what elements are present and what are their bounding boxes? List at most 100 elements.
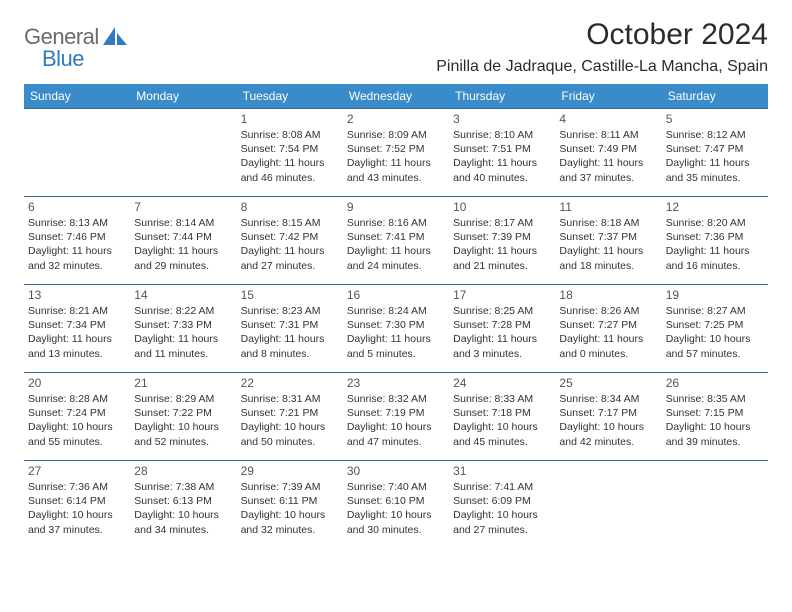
- day-number: 19: [666, 288, 764, 302]
- daylight-text: and 29 minutes.: [134, 259, 232, 273]
- daylight-text: and 39 minutes.: [666, 435, 764, 449]
- calendar-cell: 17Sunrise: 8:25 AMSunset: 7:28 PMDayligh…: [449, 285, 555, 373]
- calendar-cell: 28Sunrise: 7:38 AMSunset: 6:13 PMDayligh…: [130, 461, 236, 549]
- calendar-cell: 23Sunrise: 8:32 AMSunset: 7:19 PMDayligh…: [343, 373, 449, 461]
- daylight-text: Daylight: 10 hours: [666, 420, 764, 434]
- calendar-week-row: 13Sunrise: 8:21 AMSunset: 7:34 PMDayligh…: [24, 285, 768, 373]
- day-number: 3: [453, 112, 551, 126]
- daylight-text: and 0 minutes.: [559, 347, 657, 361]
- daylight-text: Daylight: 11 hours: [559, 332, 657, 346]
- daylight-text: and 3 minutes.: [453, 347, 551, 361]
- calendar-cell: 1Sunrise: 8:08 AMSunset: 7:54 PMDaylight…: [237, 109, 343, 197]
- sunrise-text: Sunrise: 8:10 AM: [453, 128, 551, 142]
- calendar-cell: 31Sunrise: 7:41 AMSunset: 6:09 PMDayligh…: [449, 461, 555, 549]
- sunset-text: Sunset: 6:14 PM: [28, 494, 126, 508]
- day-number: 13: [28, 288, 126, 302]
- day-number: 11: [559, 200, 657, 214]
- day-number: 23: [347, 376, 445, 390]
- sunrise-text: Sunrise: 8:23 AM: [241, 304, 339, 318]
- sunset-text: Sunset: 7:30 PM: [347, 318, 445, 332]
- sunset-text: Sunset: 7:47 PM: [666, 142, 764, 156]
- daylight-text: and 32 minutes.: [241, 523, 339, 537]
- day-number: 16: [347, 288, 445, 302]
- calendar-cell: 20Sunrise: 8:28 AMSunset: 7:24 PMDayligh…: [24, 373, 130, 461]
- daylight-text: Daylight: 11 hours: [666, 244, 764, 258]
- day-number: 1: [241, 112, 339, 126]
- sunrise-text: Sunrise: 8:18 AM: [559, 216, 657, 230]
- sunset-text: Sunset: 7:36 PM: [666, 230, 764, 244]
- day-number: 2: [347, 112, 445, 126]
- day-number: 26: [666, 376, 764, 390]
- daylight-text: and 50 minutes.: [241, 435, 339, 449]
- title-block: October 2024 Pinilla de Jadraque, Castil…: [436, 18, 768, 76]
- sunrise-text: Sunrise: 7:40 AM: [347, 480, 445, 494]
- day-number: 10: [453, 200, 551, 214]
- sunrise-text: Sunrise: 7:38 AM: [134, 480, 232, 494]
- calendar-cell: 8Sunrise: 8:15 AMSunset: 7:42 PMDaylight…: [237, 197, 343, 285]
- daylight-text: and 40 minutes.: [453, 171, 551, 185]
- calendar-cell: 10Sunrise: 8:17 AMSunset: 7:39 PMDayligh…: [449, 197, 555, 285]
- sunset-text: Sunset: 7:18 PM: [453, 406, 551, 420]
- day-number: 29: [241, 464, 339, 478]
- sunset-text: Sunset: 6:09 PM: [453, 494, 551, 508]
- daylight-text: Daylight: 11 hours: [134, 332, 232, 346]
- weekday-header: Wednesday: [343, 84, 449, 109]
- day-number: 6: [28, 200, 126, 214]
- sunset-text: Sunset: 7:27 PM: [559, 318, 657, 332]
- daylight-text: Daylight: 10 hours: [347, 508, 445, 522]
- sunset-text: Sunset: 6:11 PM: [241, 494, 339, 508]
- sunrise-text: Sunrise: 8:08 AM: [241, 128, 339, 142]
- day-number: 17: [453, 288, 551, 302]
- sunrise-text: Sunrise: 8:09 AM: [347, 128, 445, 142]
- day-number: 25: [559, 376, 657, 390]
- daylight-text: Daylight: 11 hours: [241, 332, 339, 346]
- daylight-text: Daylight: 11 hours: [453, 156, 551, 170]
- sunrise-text: Sunrise: 8:26 AM: [559, 304, 657, 318]
- calendar-cell: [555, 461, 661, 549]
- calendar-week-row: 27Sunrise: 7:36 AMSunset: 6:14 PMDayligh…: [24, 461, 768, 549]
- sunrise-text: Sunrise: 8:20 AM: [666, 216, 764, 230]
- calendar-cell: 15Sunrise: 8:23 AMSunset: 7:31 PMDayligh…: [237, 285, 343, 373]
- sunrise-text: Sunrise: 8:14 AM: [134, 216, 232, 230]
- daylight-text: and 43 minutes.: [347, 171, 445, 185]
- sunset-text: Sunset: 7:42 PM: [241, 230, 339, 244]
- daylight-text: Daylight: 11 hours: [347, 156, 445, 170]
- daylight-text: and 42 minutes.: [559, 435, 657, 449]
- weekday-header: Tuesday: [237, 84, 343, 109]
- sunset-text: Sunset: 7:22 PM: [134, 406, 232, 420]
- sunrise-text: Sunrise: 8:33 AM: [453, 392, 551, 406]
- daylight-text: and 24 minutes.: [347, 259, 445, 273]
- day-number: 7: [134, 200, 232, 214]
- calendar-cell: 19Sunrise: 8:27 AMSunset: 7:25 PMDayligh…: [662, 285, 768, 373]
- daylight-text: and 18 minutes.: [559, 259, 657, 273]
- day-number: 14: [134, 288, 232, 302]
- calendar-cell: [130, 109, 236, 197]
- logo-text-blue: Blue: [42, 46, 84, 72]
- sunset-text: Sunset: 7:39 PM: [453, 230, 551, 244]
- daylight-text: Daylight: 10 hours: [134, 508, 232, 522]
- location-text: Pinilla de Jadraque, Castille-La Mancha,…: [436, 58, 768, 76]
- sunrise-text: Sunrise: 8:22 AM: [134, 304, 232, 318]
- sunset-text: Sunset: 7:41 PM: [347, 230, 445, 244]
- daylight-text: and 30 minutes.: [347, 523, 445, 537]
- daylight-text: Daylight: 10 hours: [241, 508, 339, 522]
- daylight-text: and 13 minutes.: [28, 347, 126, 361]
- calendar-cell: 3Sunrise: 8:10 AMSunset: 7:51 PMDaylight…: [449, 109, 555, 197]
- daylight-text: Daylight: 10 hours: [241, 420, 339, 434]
- logo-sail-icon: [103, 27, 129, 47]
- daylight-text: and 16 minutes.: [666, 259, 764, 273]
- daylight-text: Daylight: 11 hours: [453, 244, 551, 258]
- daylight-text: and 57 minutes.: [666, 347, 764, 361]
- calendar-cell: 24Sunrise: 8:33 AMSunset: 7:18 PMDayligh…: [449, 373, 555, 461]
- daylight-text: and 47 minutes.: [347, 435, 445, 449]
- sunset-text: Sunset: 7:15 PM: [666, 406, 764, 420]
- calendar-cell: 21Sunrise: 8:29 AMSunset: 7:22 PMDayligh…: [130, 373, 236, 461]
- sunset-text: Sunset: 7:46 PM: [28, 230, 126, 244]
- month-title: October 2024: [436, 18, 768, 52]
- sunrise-text: Sunrise: 8:24 AM: [347, 304, 445, 318]
- daylight-text: Daylight: 10 hours: [559, 420, 657, 434]
- daylight-text: and 52 minutes.: [134, 435, 232, 449]
- day-number: 15: [241, 288, 339, 302]
- daylight-text: Daylight: 10 hours: [666, 332, 764, 346]
- daylight-text: Daylight: 11 hours: [453, 332, 551, 346]
